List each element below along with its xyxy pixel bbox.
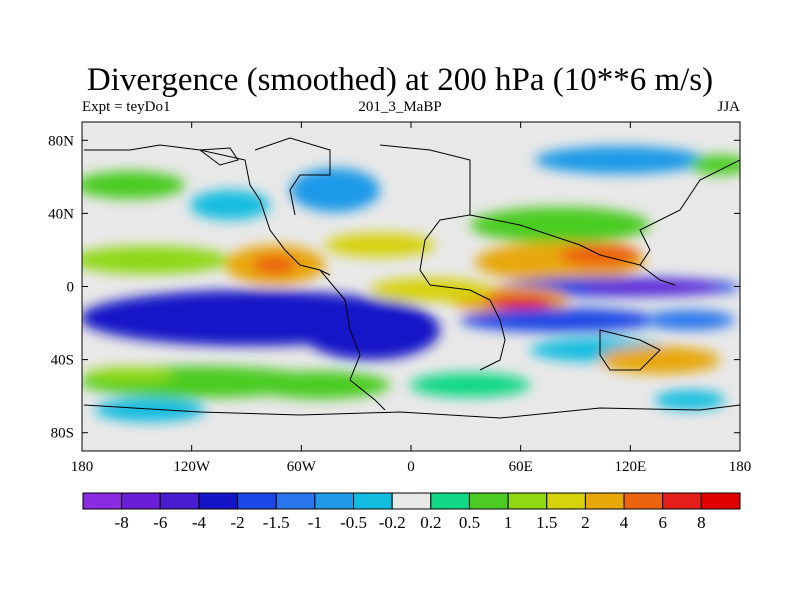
colorbar-label: 4 bbox=[620, 513, 629, 532]
x-tick-label: 0 bbox=[407, 459, 415, 475]
colorbar-label: -1.5 bbox=[263, 513, 290, 532]
coast-se-asia bbox=[639, 264, 676, 286]
colorbar-label: 6 bbox=[658, 513, 667, 532]
colorbar-swatch bbox=[314, 492, 355, 510]
colorbar-label: 1.5 bbox=[536, 513, 557, 532]
blob-southern-east-cyan bbox=[655, 390, 725, 410]
colorbar-swatch bbox=[700, 492, 741, 510]
blob-atlantic-yellow bbox=[325, 233, 435, 257]
colorbar-label: -0.5 bbox=[340, 513, 367, 532]
blob-southern-cyan bbox=[95, 398, 205, 422]
x-axis: 180 120W 60W 0 60E 120E 180 bbox=[71, 122, 752, 475]
coast-antarctica bbox=[83, 404, 740, 419]
colorbar-swatch bbox=[623, 492, 664, 510]
coastlines bbox=[83, 137, 740, 419]
blob-pacific-south-blue bbox=[645, 310, 735, 330]
coast-asia bbox=[469, 159, 740, 266]
y-tick-label: 80N bbox=[48, 133, 74, 149]
colorbar-label: -6 bbox=[153, 513, 167, 532]
y-tick-label: 40S bbox=[51, 353, 74, 369]
colorbar-label: 2 bbox=[581, 513, 590, 532]
coast-africa bbox=[429, 284, 506, 371]
colorbar-swatch bbox=[662, 492, 702, 510]
blob-indian-blue bbox=[460, 308, 660, 332]
blob-namerica-cyan bbox=[190, 190, 270, 220]
blob-africa-yellow bbox=[370, 278, 490, 302]
x-tick-label: 60E bbox=[509, 459, 533, 475]
colorbar-swatch bbox=[82, 492, 123, 510]
y-tick-label: 0 bbox=[67, 280, 75, 296]
season-label: JJA bbox=[717, 99, 740, 115]
blob-south-pacific-yellow bbox=[85, 367, 175, 383]
colorbar-label: -8 bbox=[115, 513, 129, 532]
blob-pacific-green bbox=[82, 171, 185, 199]
blob-tropical-pacific-green bbox=[82, 246, 230, 274]
y-tick-label: 40N bbox=[48, 206, 74, 222]
blob-south-indian-green bbox=[410, 373, 530, 397]
experiment-label: Expt = teyDo1 bbox=[82, 99, 171, 115]
coast-namerica bbox=[84, 144, 331, 276]
x-tick-label: 120E bbox=[614, 459, 646, 475]
coast-canada bbox=[254, 137, 331, 216]
blob-equator-purple bbox=[580, 281, 720, 293]
colorbar-label: 0.2 bbox=[420, 513, 441, 532]
colorbar-label: 8 bbox=[697, 513, 706, 532]
blob-indian-ocean-red bbox=[485, 295, 555, 309]
colorbar-swatch bbox=[391, 492, 432, 510]
colorbar-swatch bbox=[237, 492, 277, 510]
colorbar-swatch bbox=[198, 492, 239, 510]
colorbar: -8 -6 -4 -2 -1.5 -1 -0.5 -0.2 0.2 0.5 1 1.5 2 4 6 8 bbox=[82, 492, 741, 532]
blob-eurasia-green bbox=[470, 207, 650, 243]
colorbar-swatch bbox=[546, 492, 586, 510]
y-tick-label: 80S bbox=[51, 426, 74, 442]
colorbar-label: -1 bbox=[308, 513, 322, 532]
blob-atlantic-blue bbox=[290, 168, 380, 212]
colorbar-swatch bbox=[507, 492, 548, 510]
run-label: 201_3_MaBP bbox=[358, 99, 442, 115]
x-tick-label: 180 bbox=[71, 459, 94, 475]
colorbar-swatch bbox=[430, 492, 470, 510]
x-tick-label: 180 bbox=[729, 459, 752, 475]
coast-australia bbox=[599, 329, 661, 371]
x-tick-label: 120W bbox=[173, 459, 211, 475]
colorbar-label: -4 bbox=[192, 513, 207, 532]
blob-asia-blue bbox=[535, 146, 705, 174]
coast-greenland bbox=[198, 147, 239, 166]
y-axis: 80N 40N 0 40S 80S bbox=[48, 133, 740, 442]
colorbar-swatch bbox=[159, 492, 200, 510]
blob-south-atlantic-green bbox=[250, 371, 390, 399]
colorbar-label: 1 bbox=[504, 513, 513, 532]
colorbar-swatch bbox=[275, 492, 316, 510]
colorbar-swatch bbox=[353, 492, 393, 510]
blob-australia-orange bbox=[600, 346, 720, 374]
blob-pacific-east-green bbox=[690, 155, 740, 175]
colorbar-swatch bbox=[468, 492, 509, 510]
coast-samerica bbox=[319, 269, 386, 411]
map-field bbox=[82, 122, 740, 451]
blob-south-atlantic-blue bbox=[300, 300, 440, 360]
chart-title: Divergence (smoothed) at 200 hPa (10**6 … bbox=[86, 62, 714, 98]
blob-central-america-red bbox=[253, 255, 297, 275]
colorbar-swatch bbox=[584, 492, 625, 510]
colorbar-label: -2 bbox=[231, 513, 245, 532]
colorbar-label: -0.2 bbox=[379, 513, 406, 532]
x-tick-label: 60W bbox=[287, 459, 317, 475]
coast-europe bbox=[379, 144, 471, 286]
colorbar-label: 0.5 bbox=[459, 513, 480, 532]
colorbar-swatch bbox=[121, 492, 161, 510]
